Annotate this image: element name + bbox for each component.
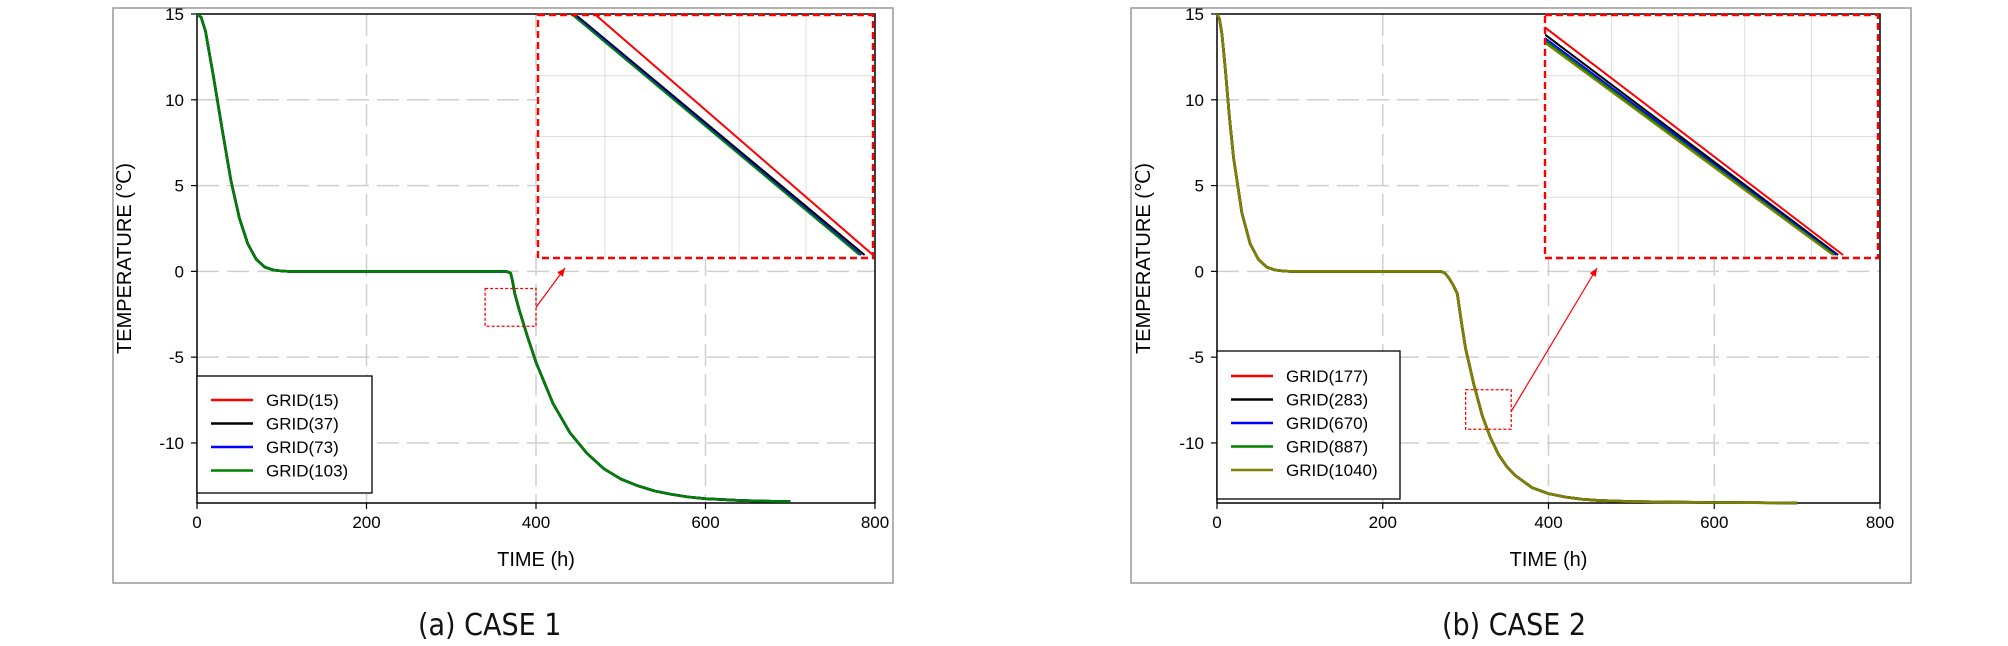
y-tick-label: 15: [1185, 5, 1204, 24]
y-tick-label: 5: [1195, 177, 1204, 196]
legend-label: GRID(103): [266, 462, 348, 481]
chart-panel-2: 0 200 400 600 800 15 10 5 0 -5 -10 TIME (h) TEMPERAT…: [1130, 5, 1912, 584]
x-tick-label: 0: [192, 513, 201, 532]
inset-line-grid670: [1545, 37, 1837, 256]
inset-line-grid37: [574, 15, 866, 256]
legend-label: GRID(177): [1286, 367, 1368, 386]
inset-line-grid103: [570, 15, 861, 256]
inset: [1543, 13, 1880, 260]
y-axis-label: TEMPERATURE (℃): [1133, 163, 1155, 354]
inset-line-grid177: [1545, 26, 1844, 256]
x-tick-label: 400: [522, 513, 550, 532]
y-tick-label: 0: [1195, 262, 1204, 281]
legend-label: GRID(670): [1286, 414, 1368, 433]
zoom-box: [1464, 389, 1512, 430]
legend: GRID(15) GRID(37) GRID(73) GRID(103): [196, 375, 373, 494]
x-tick-label: 800: [861, 513, 889, 532]
series-line-grid103: [196, 12, 791, 503]
y-tick-label: -10: [1179, 434, 1204, 453]
x-tick-label: 600: [691, 513, 719, 532]
caption-case-2: (b) CASE 2: [1442, 608, 1587, 643]
legend-box: [196, 375, 373, 494]
legend: GRID(177) GRID(283) GRID(670) GRID(887) GRID…: [1216, 350, 1401, 500]
zoom-arrowhead: [557, 268, 565, 277]
inset-lines: [1545, 26, 1844, 256]
legend-label: GRID(15): [266, 391, 339, 410]
caption-case-1: (a) CASE 1: [417, 608, 562, 643]
inset-line-grid1040: [1545, 42, 1834, 256]
y-tick-label: -5: [1189, 348, 1204, 367]
y-axis-label: TEMPERATURE (℃): [114, 163, 136, 354]
inset-lines: [570, 15, 873, 256]
legend-label: GRID(887): [1286, 438, 1368, 457]
inset: [536, 13, 875, 260]
y-tick-label: 0: [175, 262, 184, 281]
inset-border: [536, 13, 875, 260]
inset-line-grid283: [1545, 33, 1839, 256]
y-tick-label: 15: [165, 5, 184, 24]
zoom-connector: [1510, 267, 1598, 412]
inset-line-grid73: [572, 15, 862, 256]
x-tick-label: 200: [352, 513, 380, 532]
legend-label: GRID(37): [266, 415, 339, 434]
x-tick-label: 800: [1866, 513, 1894, 532]
y-tick-label: -10: [159, 434, 184, 453]
y-tick-label: -5: [169, 348, 184, 367]
chart-panel-1: 0 200 400 600 800 15 10 5 0 -5 -10 TIME (h) TEMPERAT…: [112, 5, 894, 584]
y-tick-label: 5: [175, 177, 184, 196]
y-tick-label: 10: [165, 91, 184, 110]
inset-line-grid887: [1545, 39, 1836, 256]
zoom-arrowhead: [1589, 268, 1597, 277]
figure-frame: [1130, 7, 1912, 584]
series-line-grid1040: [1215, 13, 1798, 505]
y-tick-label: 10: [1185, 91, 1204, 110]
legend-label: GRID(73): [266, 438, 339, 457]
zoom-box: [484, 287, 537, 327]
legend-label: GRID(283): [1286, 391, 1368, 410]
x-tick-label: 600: [1700, 513, 1728, 532]
figure-frame: [112, 7, 894, 584]
x-axis-label: TIME (h): [1510, 549, 1588, 571]
x-tick-label: 200: [1369, 513, 1397, 532]
x-tick-label: 0: [1212, 513, 1221, 532]
x-tick-label: 400: [1534, 513, 1562, 532]
legend-label: GRID(1040): [1286, 461, 1378, 480]
inset-border: [1543, 13, 1880, 260]
x-axis-label: TIME (h): [497, 549, 575, 571]
inset-line-grid15: [594, 15, 873, 256]
